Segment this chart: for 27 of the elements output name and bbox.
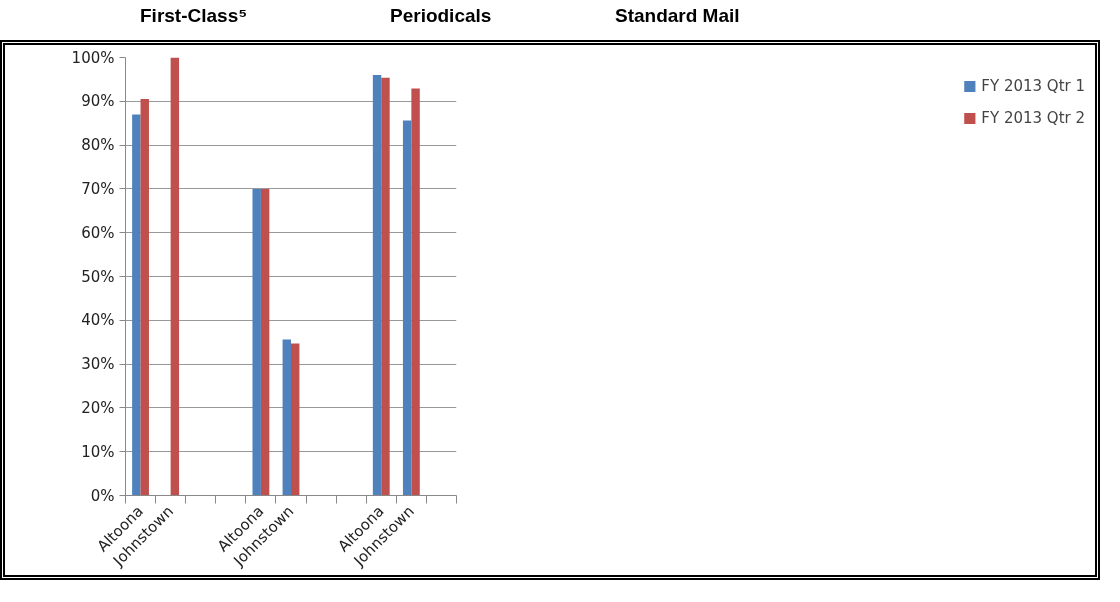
bar bbox=[411, 88, 420, 496]
y-tick-label: 0% bbox=[90, 486, 115, 505]
y-tick-label: 30% bbox=[81, 355, 115, 374]
y-tick-label: 20% bbox=[81, 398, 115, 417]
bar bbox=[402, 120, 412, 496]
bar bbox=[170, 57, 180, 496]
legend-label: FY 2013 Qtr 1 bbox=[981, 77, 1085, 95]
y-tick-label: 80% bbox=[81, 136, 115, 155]
legend-label: FY 2013 Qtr 2 bbox=[981, 109, 1085, 127]
bar bbox=[260, 188, 270, 496]
y-tick-label: 100% bbox=[71, 48, 115, 67]
y-tick-label: 90% bbox=[81, 92, 115, 111]
bar bbox=[252, 188, 261, 496]
bar bbox=[140, 99, 149, 496]
bar bbox=[372, 75, 382, 496]
bar bbox=[291, 343, 300, 496]
y-tick-label: 50% bbox=[81, 267, 115, 286]
bar bbox=[381, 77, 390, 496]
y-tick-label: 70% bbox=[81, 179, 115, 198]
y-tick-label: 10% bbox=[81, 442, 115, 461]
text: First-Class⁵ bbox=[140, 5, 248, 27]
text: Standard Mail bbox=[615, 5, 740, 27]
y-tick-label: 60% bbox=[81, 223, 115, 242]
text: Periodicals bbox=[390, 5, 492, 27]
bar bbox=[132, 114, 141, 496]
bar bbox=[282, 339, 291, 496]
y-tick-label: 40% bbox=[81, 311, 115, 330]
